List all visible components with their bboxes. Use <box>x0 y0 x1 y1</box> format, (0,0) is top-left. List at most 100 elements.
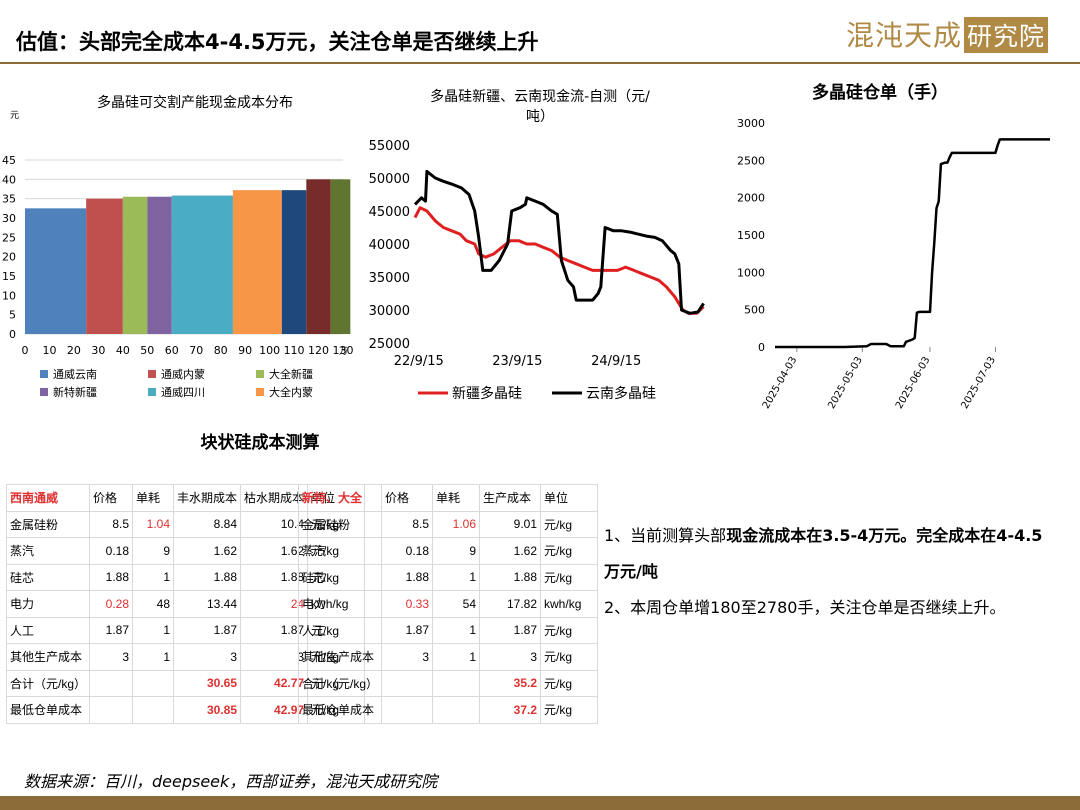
table-cell: 电力 <box>5 590 91 618</box>
tables-title: 块状硅成本测算 <box>200 433 320 453</box>
note-1: 1、当前测算头部现金流成本在3.5-4万元。完全成本在4-4.5万元/吨 <box>604 518 1054 590</box>
table-header-cell: 生产成本 <box>479 484 542 512</box>
table-header-cell: 丰水期成本 <box>173 484 242 512</box>
table-cell: 1 <box>132 563 175 591</box>
table-cell: 1.88 <box>240 563 309 591</box>
notes: 1、当前测算头部现金流成本在3.5-4万元。完全成本在4-4.5万元/吨 2、本… <box>604 518 1054 626</box>
table-cell: 1.88 <box>381 563 434 591</box>
table-cell: 10.4 <box>240 510 309 538</box>
x-tick-label: 110 <box>284 344 305 357</box>
table-cell: 最低仓单成本 <box>297 696 383 724</box>
bar <box>330 179 351 334</box>
table-cell: 48 <box>132 590 175 618</box>
table-cell: 元/kg <box>540 537 599 565</box>
cost-distribution-chart: 元 0 5 10 15 20 25 30 35 40 45 0 10 20 30 40 50 60 70 80 90 10… <box>2 111 354 399</box>
table-cell <box>432 669 481 697</box>
table-row: 硅芯 1.88 1 1.88 元/kg <box>297 563 599 591</box>
legend-label: 通威内蒙 <box>161 367 205 381</box>
table-cell: 1.87 <box>381 616 434 644</box>
table-cell: 1.87 <box>173 616 242 644</box>
table-header-cell: 新特、大全 <box>297 484 383 512</box>
y-tick-label: 50000 <box>369 172 410 187</box>
legend-swatch <box>40 370 48 378</box>
table-cell: 1 <box>132 643 175 671</box>
x-tick-label: 50 <box>140 344 154 357</box>
table-cell: 3 <box>173 643 242 671</box>
x-tick-label: 22/9/15 <box>394 354 444 369</box>
x-tick-label: 0 <box>22 344 29 357</box>
y-axis-unit: 元 <box>10 111 19 121</box>
legend-swatch <box>148 370 156 378</box>
x-tick-label: 80 <box>214 344 228 357</box>
x-tick-label: 130 <box>333 344 354 357</box>
legend-label: 云南多晶硅 <box>586 385 656 402</box>
note-2: 2、本周仓单增180至2780手，关注仓单是否继续上升。 <box>604 598 1006 617</box>
table-cell <box>89 696 134 724</box>
table-cell: 硅芯 <box>297 563 383 591</box>
legend-label: 通威四川 <box>161 386 205 399</box>
table-cell: 1.06 <box>432 510 481 538</box>
table-row: 金属硅粉 8.5 1.06 9.01 元/kg <box>297 510 599 538</box>
y-tick-label: 55000 <box>369 139 410 154</box>
table-cell: 8.5 <box>381 510 434 538</box>
note-1-b: 现金流成本在3.5-4万元。完全成本在4-4.5万元/吨 <box>604 526 1043 581</box>
table-cell: 54 <box>432 590 481 618</box>
legend-label: 通威云南 <box>53 368 97 381</box>
legend-swatch <box>256 370 264 378</box>
table-cell: 1.62 <box>479 537 542 565</box>
table-cell: 9 <box>132 537 175 565</box>
slide-title: 估值：头部完全成本4-4.5万元，关注仓单是否继续上升 <box>16 30 539 54</box>
table-cell: 3 <box>89 643 134 671</box>
cashflow-chart-title: 多晶硅新疆、云南现金流-自测（元/ 吨） <box>380 86 700 126</box>
table-cell: 蒸汽 <box>297 537 383 565</box>
table-header-cell: 单耗 <box>132 484 175 512</box>
table-cell: 3 <box>479 643 542 671</box>
bar <box>147 196 172 334</box>
table-cell: 金属硅粉 <box>297 510 383 538</box>
table-cell <box>381 696 434 724</box>
y-tick-label: 40000 <box>369 238 410 253</box>
table-row: 蒸汽 0.18 9 1.62 元/kg <box>297 537 599 565</box>
x-tick-label: 40 <box>116 344 130 357</box>
x-tick-label: 2025-07-03 <box>959 355 998 411</box>
bar <box>232 190 282 334</box>
y-tick-label: 500 <box>744 304 765 317</box>
table-row: 合计（元/kg） 35.2 元/kg <box>297 669 599 697</box>
bar <box>306 179 331 334</box>
x-tick-label: 20 <box>67 344 81 357</box>
table-cell: 其他生产成本 <box>5 643 91 671</box>
legend-swatch <box>148 388 156 396</box>
legend-label: 大全新疆 <box>269 367 313 381</box>
table-cell: 其他生产成本 <box>297 643 383 671</box>
y-tick-label: 30 <box>2 212 16 225</box>
y-tick-label: 10 <box>2 289 16 302</box>
header-divider <box>0 62 1080 64</box>
table-cell: 0.18 <box>381 537 434 565</box>
table-cell: 30.85 <box>173 696 242 724</box>
table-header-cell: 价格 <box>89 484 134 512</box>
y-tick-label: 45000 <box>369 205 410 220</box>
y-tick-label: 20 <box>2 251 16 264</box>
table-cell: 人工 <box>297 616 383 644</box>
bar <box>281 190 307 334</box>
cashflow-title-line1: 多晶硅新疆、云南现金流-自测（元/ <box>430 89 650 105</box>
brand-box-text: 研究院 <box>964 17 1049 53</box>
bar <box>122 196 148 334</box>
footer-bar <box>0 796 1080 810</box>
table-cell: 1 <box>432 563 481 591</box>
table-cell: 硅芯 <box>5 563 91 591</box>
y-tick-label: 0 <box>758 341 765 354</box>
x-tick-label: 23/9/15 <box>492 354 542 369</box>
table-cell: 元/kg <box>540 616 599 644</box>
table-cell: 元/kg <box>540 669 599 697</box>
table-cell: 元/kg <box>540 563 599 591</box>
y-tick-label: 35000 <box>369 271 410 286</box>
y-tick-label: 45 <box>2 154 16 167</box>
table-cell: 蒸汽 <box>5 537 91 565</box>
x-tick-label: 60 <box>165 344 179 357</box>
table-cell: 电力 <box>297 590 383 618</box>
table-row: 人工 1.87 1 1.87 1.87 元/kg <box>5 616 366 644</box>
table-cell: 30.65 <box>173 669 242 697</box>
table-row: 最低仓单成本 37.2 元/kg <box>297 696 599 724</box>
y-tick-label: 5 <box>9 309 16 322</box>
